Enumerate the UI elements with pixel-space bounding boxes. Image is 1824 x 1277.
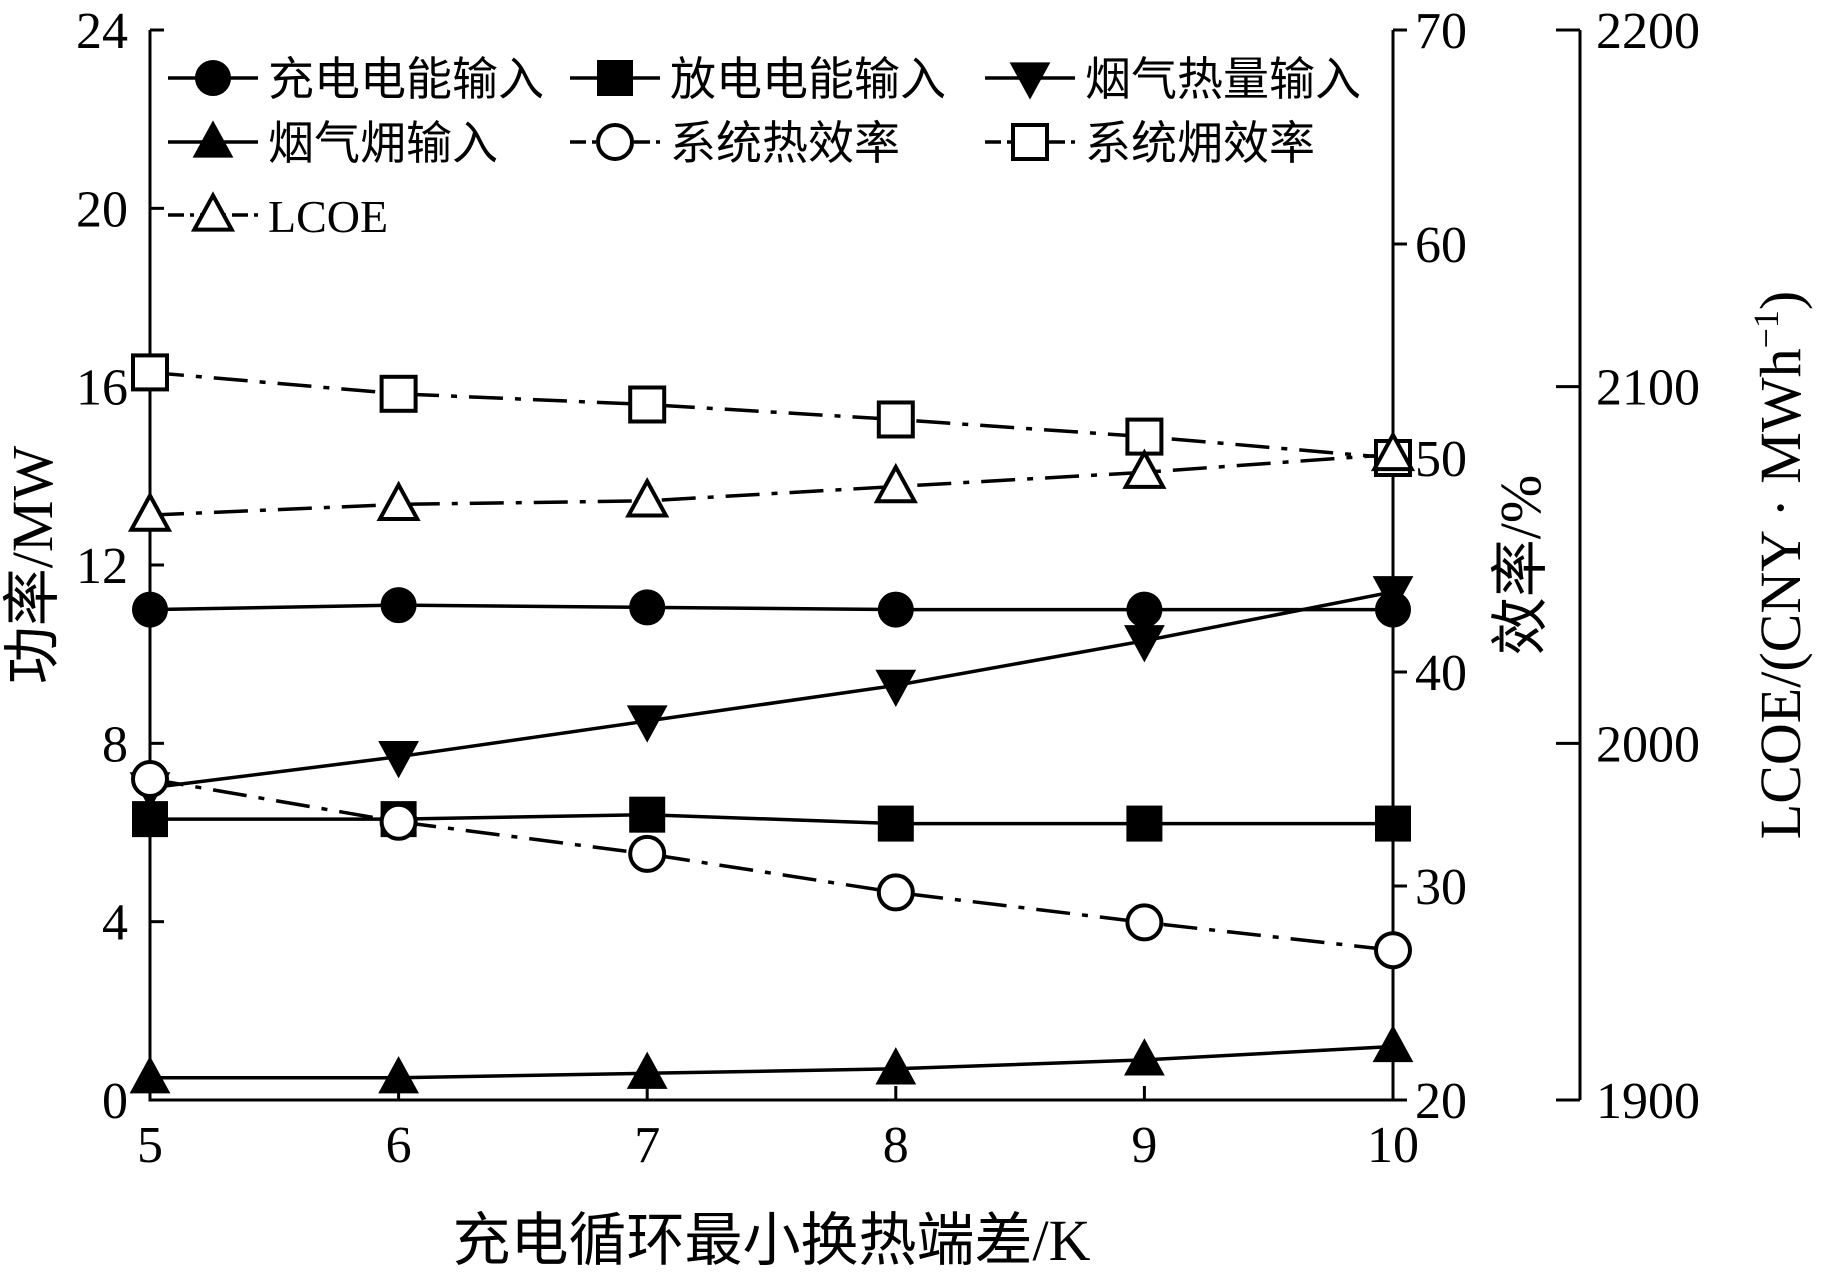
left-y-tick-label: 0 [102,1073,128,1130]
series-2-point [1124,625,1165,663]
legend-marker-2 [1009,62,1051,100]
legend-marker-6 [190,191,236,232]
lcoe-axis-title-end: ) [1748,291,1813,310]
lcoe-axis-title: LCOE/(CNY · MWh−1) [1746,291,1813,839]
legend-marker-1 [597,60,633,96]
x-tick-label: 6 [386,1117,412,1174]
series-line-4 [149,777,1394,952]
lcoe-axis-title-sup: −1 [1746,310,1786,348]
series-line-1 [150,812,1393,826]
legend-marker-5 [1011,123,1049,161]
efficiency-tick-label: 70 [1415,3,1467,60]
efficiency-tick-label: 40 [1415,645,1467,702]
series-4-point [131,760,169,798]
series-3-point [626,1051,668,1089]
series-3-point [875,1047,917,1085]
series-6-point [376,480,421,522]
series-6-point [625,477,670,518]
left-y-axis-title: 功率/MW [0,446,65,685]
legend-label-6: LCOE [268,191,388,242]
series-4-point [1374,931,1412,970]
lcoe-tick-label: 2100 [1596,360,1700,417]
left-y-tick-label: 16 [76,360,128,417]
lcoe-tick-label: 2200 [1596,3,1700,60]
series-5-point [1125,417,1164,456]
series-5-point [379,374,418,413]
efficiency-tick-label: 20 [1415,1073,1467,1130]
plot-markers [127,353,1416,1094]
series-6-point [1122,448,1167,489]
left-y-tick-label: 8 [102,716,128,773]
series-2-point [875,669,917,708]
series-line-2 [149,590,1394,790]
series-4-point [876,873,915,912]
series-1-point [629,796,666,833]
efficiency-axis-title: 效率/% [1488,475,1553,655]
series-line-0 [149,603,1393,612]
x-tick-label: 5 [137,1117,163,1174]
series-2-point [626,705,668,743]
left-y-tick-label: 12 [76,538,128,595]
series-1-point [1126,805,1163,842]
lcoe-tick-label: 1900 [1596,1073,1700,1130]
legend-label-5: 系统㶲效率 [1085,118,1315,169]
series-6-point [873,462,918,504]
series-3-point [1124,1038,1165,1076]
x-tick-label: 8 [883,1117,909,1174]
x-tick-label: 10 [1367,1117,1419,1174]
series-5-point [876,400,915,439]
series-2-point [378,741,419,779]
series-4-point [628,834,667,873]
plot-lines [149,370,1394,1080]
series-6-point [1370,430,1416,472]
series-2-point [1372,576,1414,614]
x-axis-title: 充电循环最小换热端差/K [452,1208,1090,1273]
legend-label-2: 烟气热量输入 [1085,54,1361,105]
axes: 5 6 7 8 9 10 0 4 8 12 16 20 24 20 30 40 50 60 70 1900 2000 21… [0,3,1813,1273]
series-5-point [628,385,667,424]
series-line-6 [149,452,1394,517]
legend-label-3: 烟气㶲输入 [268,118,498,169]
efficiency-tick-label: 60 [1415,217,1467,274]
series-6-point [127,491,173,532]
series-0-point [380,587,417,624]
series-3-point [378,1056,419,1094]
series-5-point [131,353,169,392]
legend-label-0: 充电电能输入 [268,54,544,105]
legend-label-4: 系统热效率 [670,118,900,169]
legend-marker-0 [195,60,231,96]
series-4-point [379,802,418,841]
legend-marker-3 [192,120,234,158]
series-1-point [877,805,914,842]
series-3-point [1372,1024,1414,1063]
lcoe-axis-title-base: LCOE/(CNY · MWh [1748,348,1813,839]
series-0-point [877,591,914,628]
efficiency-tick-label: 30 [1415,859,1467,916]
x-tick-label: 9 [1131,1117,1157,1174]
series-line-5 [149,370,1394,460]
x-tick-label: 7 [634,1117,660,1174]
efficiency-tick-label: 50 [1415,431,1467,488]
legend-marker-4 [596,123,634,161]
left-y-tick-label: 4 [102,895,128,952]
series-1-point [1375,805,1411,842]
left-y-tick-label: 24 [76,3,128,60]
series-0-point [629,589,666,626]
series-4-point [1125,903,1164,942]
series-0-point [132,591,168,628]
series-3-point [129,1056,171,1094]
legend-label-1: 放电电能输入 [670,54,946,105]
left-y-tick-label: 20 [76,181,128,238]
lcoe-tick-label: 2000 [1596,716,1700,773]
series-0-point [1126,591,1163,628]
series-line-3 [150,1044,1394,1080]
